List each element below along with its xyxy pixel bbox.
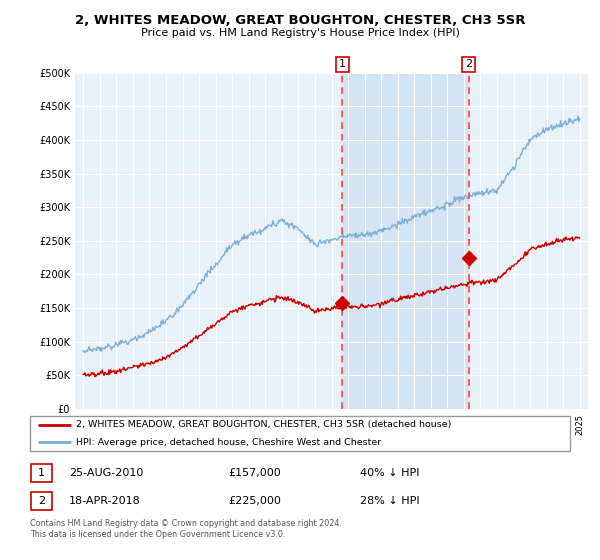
Text: 2, WHITES MEADOW, GREAT BOUGHTON, CHESTER, CH3 5SR: 2, WHITES MEADOW, GREAT BOUGHTON, CHESTE… xyxy=(75,14,525,27)
FancyBboxPatch shape xyxy=(30,416,570,451)
Text: 1: 1 xyxy=(38,468,45,478)
Text: 2, WHITES MEADOW, GREAT BOUGHTON, CHESTER, CH3 5SR (detached house): 2, WHITES MEADOW, GREAT BOUGHTON, CHESTE… xyxy=(76,420,451,430)
Bar xyxy=(342,73,469,409)
FancyBboxPatch shape xyxy=(31,492,52,510)
Text: 2: 2 xyxy=(465,59,472,69)
FancyBboxPatch shape xyxy=(31,464,52,482)
Text: £157,000: £157,000 xyxy=(228,468,281,478)
Text: 25-AUG-2010: 25-AUG-2010 xyxy=(69,468,143,478)
Text: 2: 2 xyxy=(38,496,45,506)
Text: £225,000: £225,000 xyxy=(228,496,281,506)
Text: 28% ↓ HPI: 28% ↓ HPI xyxy=(360,496,419,506)
Text: HPI: Average price, detached house, Cheshire West and Chester: HPI: Average price, detached house, Ches… xyxy=(76,437,381,447)
Text: 18-APR-2018: 18-APR-2018 xyxy=(69,496,141,506)
Text: Contains HM Land Registry data © Crown copyright and database right 2024.
This d: Contains HM Land Registry data © Crown c… xyxy=(30,520,342,539)
Text: 40% ↓ HPI: 40% ↓ HPI xyxy=(360,468,419,478)
Text: Price paid vs. HM Land Registry's House Price Index (HPI): Price paid vs. HM Land Registry's House … xyxy=(140,28,460,38)
Text: 1: 1 xyxy=(339,59,346,69)
